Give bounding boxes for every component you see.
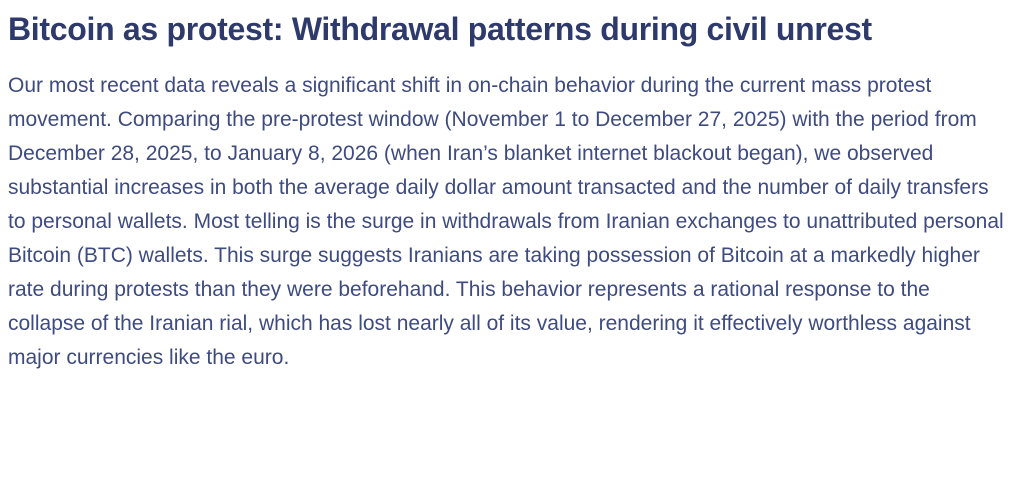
article-body: Our most recent data reveals a significa… (8, 74, 1004, 369)
article: Bitcoin as protest: Withdrawal patterns … (8, 11, 1004, 369)
page-title: Bitcoin as protest: Withdrawal patterns … (8, 11, 872, 47)
